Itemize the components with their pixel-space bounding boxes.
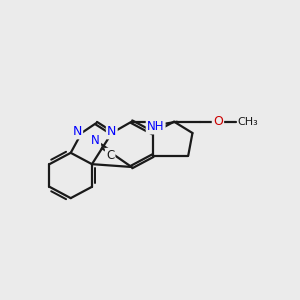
Text: N: N (91, 134, 100, 147)
Text: N: N (107, 125, 116, 138)
Text: CH₃: CH₃ (238, 117, 259, 127)
Text: C: C (106, 149, 114, 162)
Text: O: O (213, 115, 223, 128)
Text: N: N (73, 125, 82, 138)
Text: NH: NH (147, 120, 164, 133)
